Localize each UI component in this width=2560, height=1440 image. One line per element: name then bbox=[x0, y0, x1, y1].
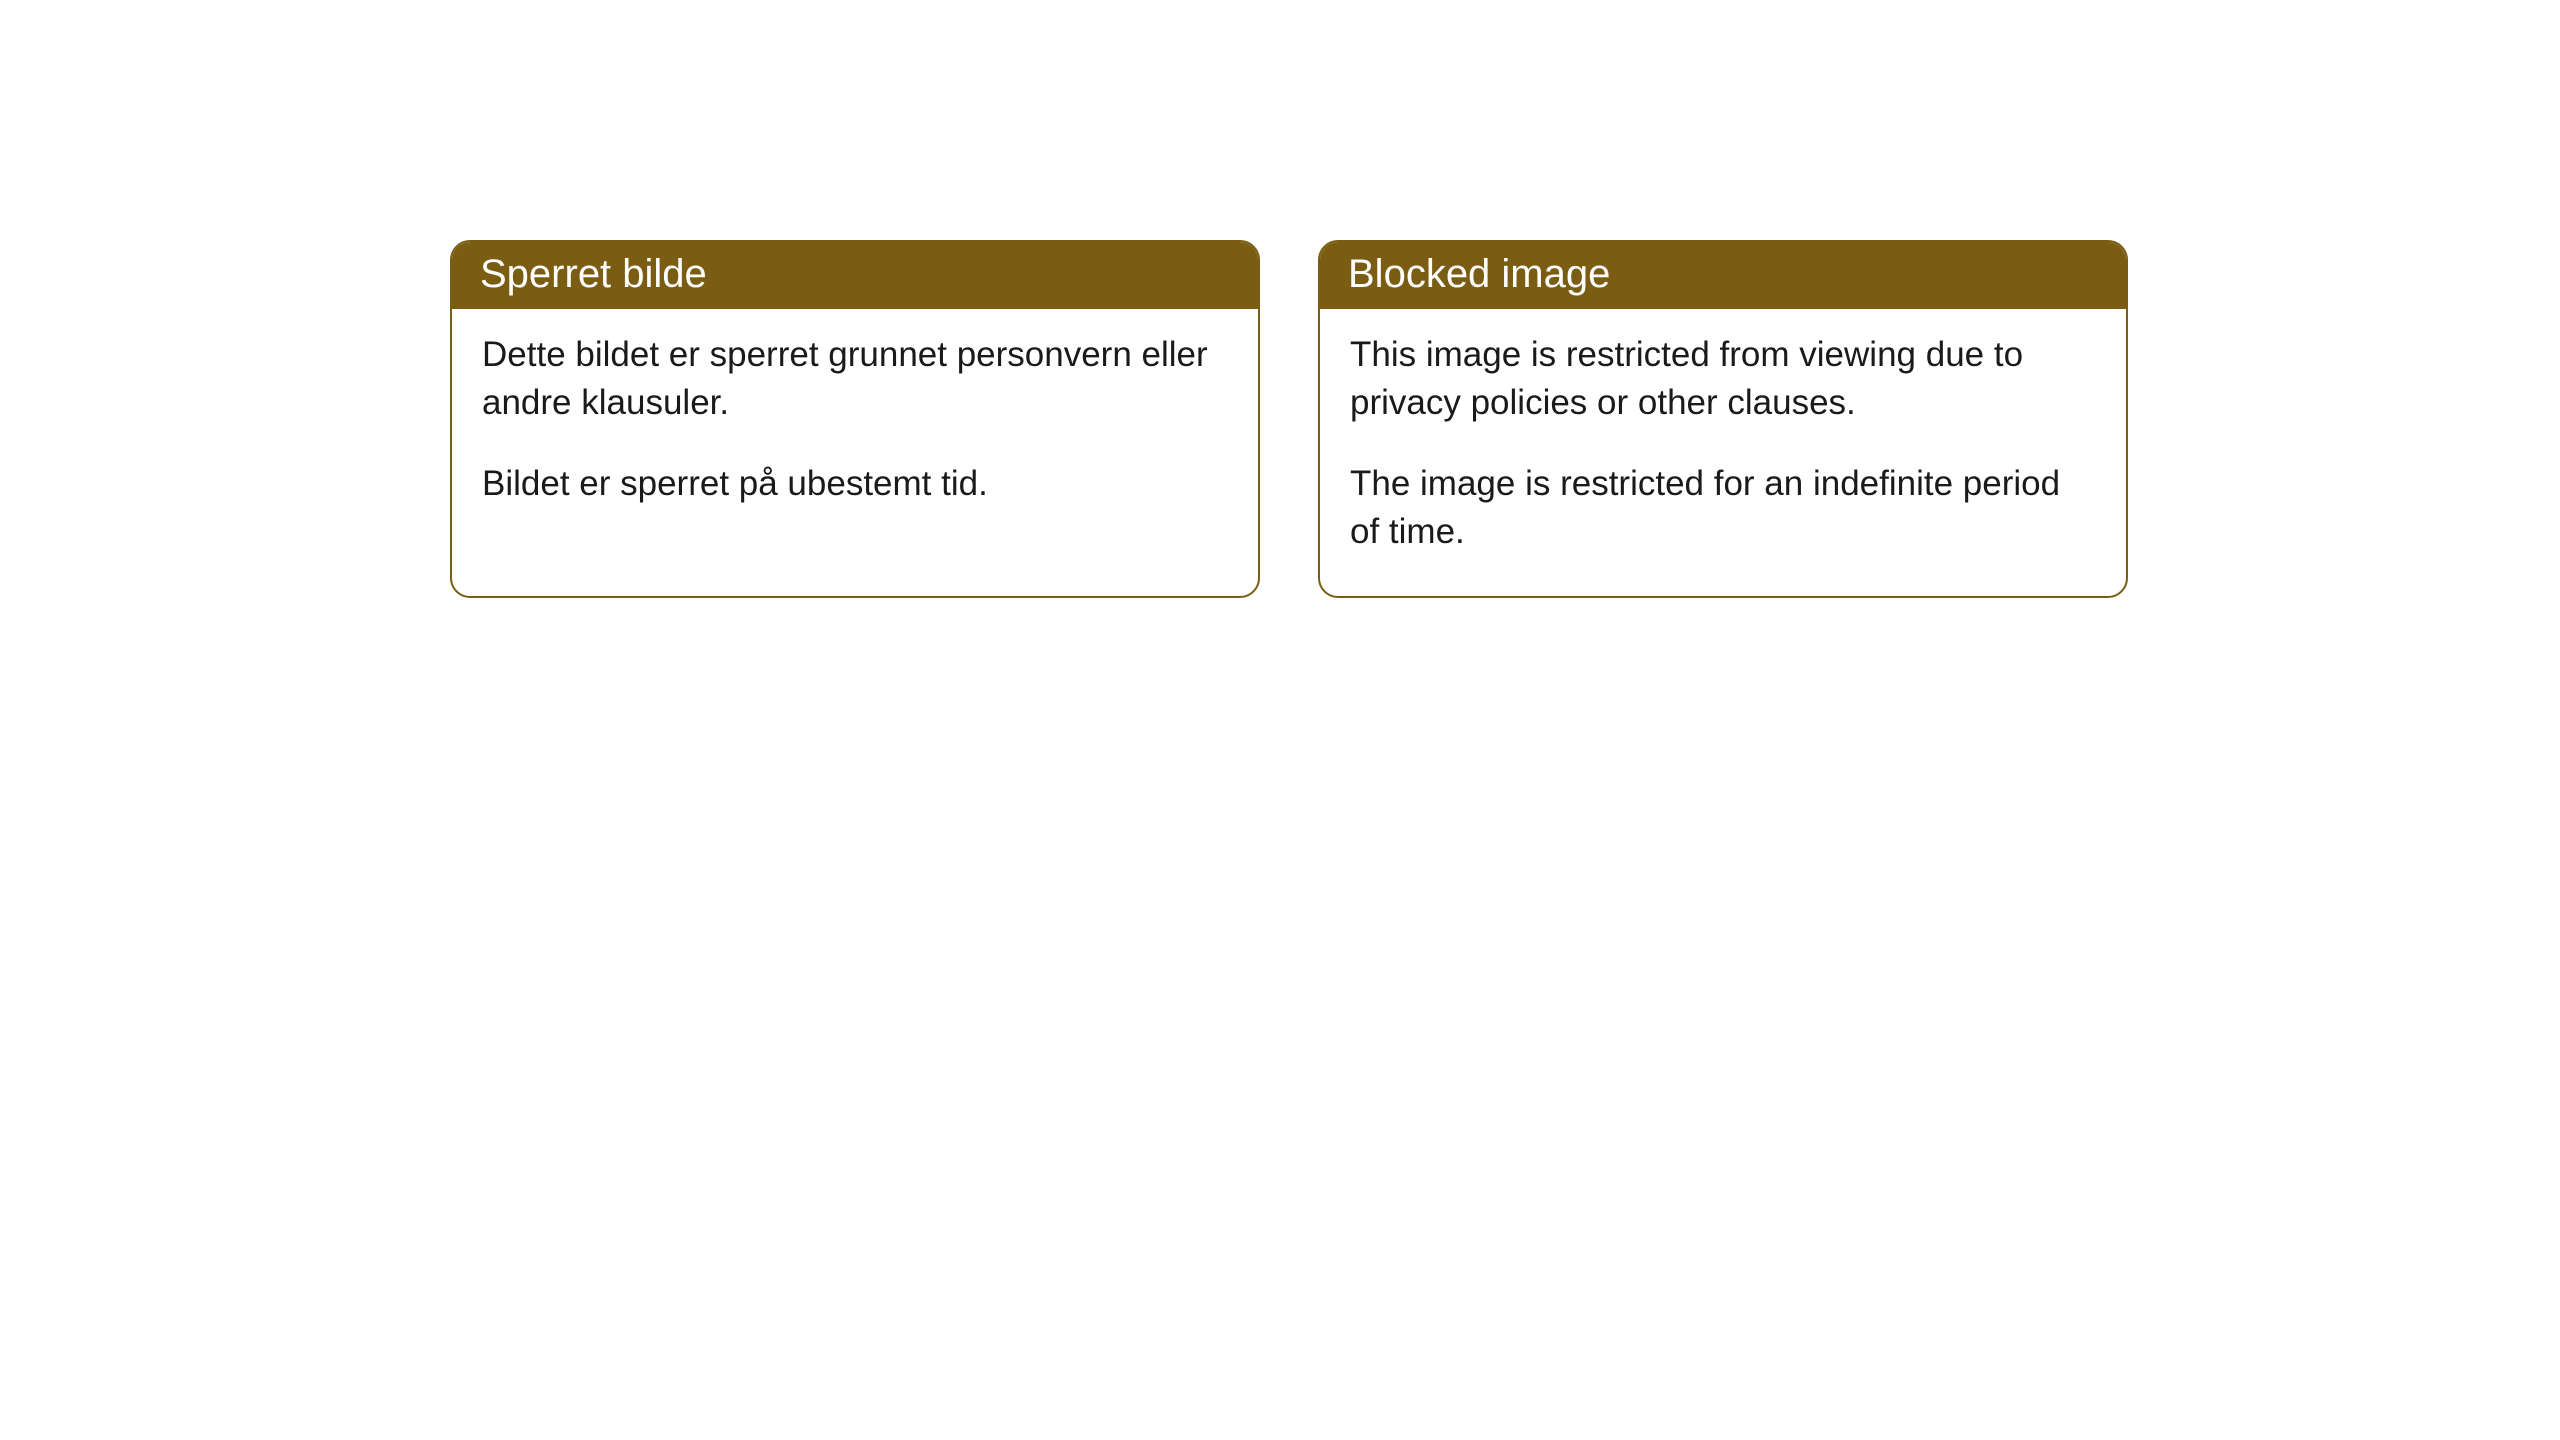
card-title: Sperret bilde bbox=[480, 252, 707, 296]
card-body: Dette bildet er sperret grunnet personve… bbox=[452, 309, 1258, 548]
card-paragraph-2: The image is restricted for an indefinit… bbox=[1350, 460, 2096, 557]
card-title: Blocked image bbox=[1348, 252, 1610, 296]
notice-card-english: Blocked image This image is restricted f… bbox=[1318, 240, 2128, 598]
card-paragraph-1: Dette bildet er sperret grunnet personve… bbox=[482, 331, 1228, 428]
notice-card-norwegian: Sperret bilde Dette bildet er sperret gr… bbox=[450, 240, 1260, 598]
card-paragraph-1: This image is restricted from viewing du… bbox=[1350, 331, 2096, 428]
card-header: Sperret bilde bbox=[452, 242, 1258, 309]
notice-cards-container: Sperret bilde Dette bildet er sperret gr… bbox=[450, 240, 2128, 598]
card-header: Blocked image bbox=[1320, 242, 2126, 309]
card-paragraph-2: Bildet er sperret på ubestemt tid. bbox=[482, 460, 1228, 508]
card-body: This image is restricted from viewing du… bbox=[1320, 309, 2126, 596]
